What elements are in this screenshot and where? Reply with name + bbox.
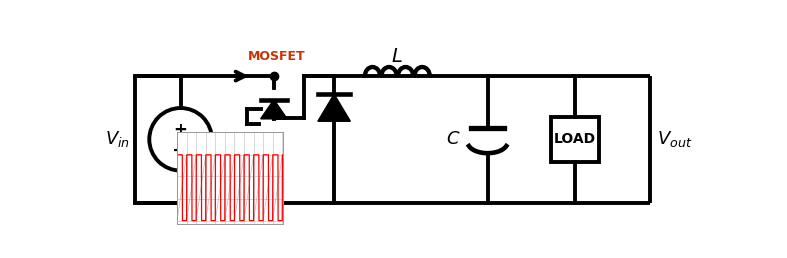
Polygon shape [260,100,287,119]
Text: $V_{in}$: $V_{in}$ [105,129,131,149]
Text: +: + [174,121,187,139]
Polygon shape [318,94,350,121]
Bar [551,117,599,162]
Text: LOAD: LOAD [554,132,596,146]
Text: $C$: $C$ [446,130,460,148]
Text: −: − [172,141,189,160]
Text: $L$: $L$ [391,47,403,66]
Text: MOSFET: MOSFET [248,50,305,63]
Text: $V_{out}$: $V_{out}$ [657,129,693,149]
